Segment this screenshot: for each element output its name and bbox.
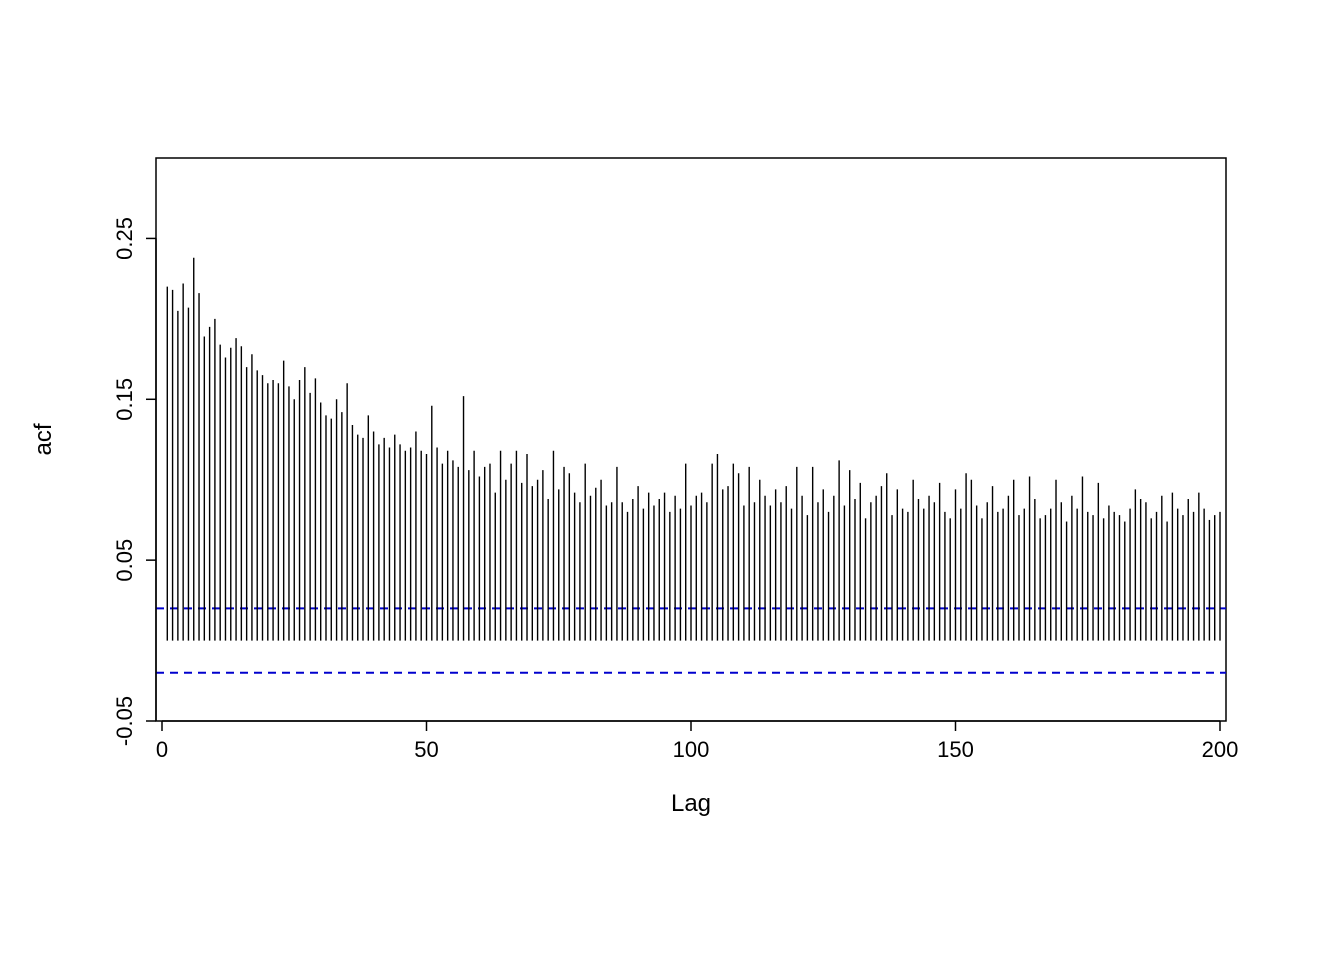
- y-tick-label: 0.05: [112, 539, 137, 582]
- x-tick-label: 0: [156, 737, 168, 762]
- x-tick-label: 50: [414, 737, 438, 762]
- y-tick-label: 0.25: [112, 217, 137, 260]
- y-axis-label: acf: [30, 423, 57, 455]
- x-tick-label: 150: [937, 737, 974, 762]
- x-tick-label: 200: [1202, 737, 1239, 762]
- y-tick-label: 0.15: [112, 378, 137, 421]
- x-axis-label: Lag: [671, 790, 711, 817]
- x-tick-label: 100: [673, 737, 710, 762]
- acf-chart-container: 0 50 100 150 200 -0.05 0.05 0.15 0.25 Lag acf: [0, 0, 1344, 960]
- y-tick-label: -0.05: [112, 696, 137, 746]
- acf-chart-svg: 0 50 100 150 200 -0.05 0.05 0.15 0.25 Lag acf: [0, 0, 1344, 960]
